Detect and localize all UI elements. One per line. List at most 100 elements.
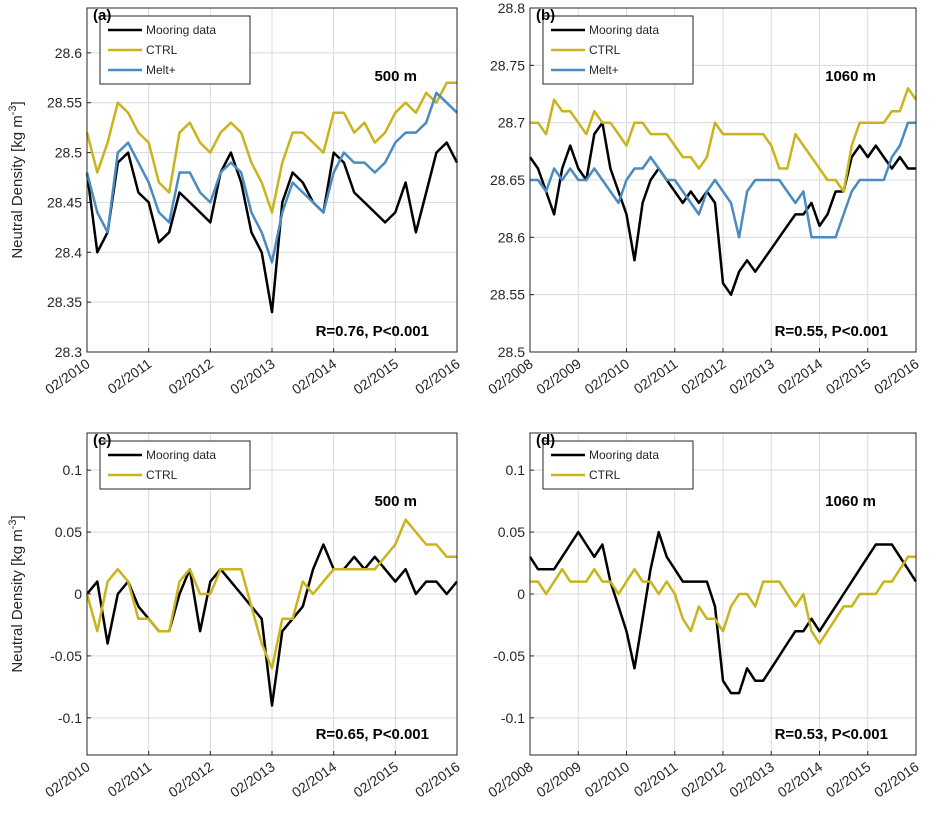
x-tick-label: 02/2016 <box>871 758 922 800</box>
x-tick-label: 02/2011 <box>631 355 681 397</box>
legend-label: Melt+ <box>589 63 619 77</box>
data-line <box>528 530 918 695</box>
y-tick-label: 0.1 <box>63 462 83 478</box>
legend-box <box>542 440 694 490</box>
x-tick-label: 02/2010 <box>582 758 633 800</box>
y-tick-label: 28.6 <box>55 45 82 61</box>
y-tick-label: 28.45 <box>47 194 82 210</box>
depth-annotation: 1060 m <box>825 493 876 510</box>
x-tick-label: 02/2010 <box>42 355 93 397</box>
x-tick-label: 02/2012 <box>165 758 216 800</box>
data-line <box>530 555 916 645</box>
y-tick-label: 28.75 <box>490 57 525 73</box>
legend-label: CTRL <box>146 43 178 57</box>
stats-annotation: R=0.65, P<0.001 <box>316 726 429 743</box>
y-tick-label: -0.05 <box>493 648 525 664</box>
x-tick-label: 02/2015 <box>823 355 874 397</box>
data-line <box>85 91 458 264</box>
depth-annotation: 1060 m <box>825 68 876 85</box>
x-tick-label: 02/2009 <box>533 758 584 800</box>
axes-frame <box>86 432 458 756</box>
data-line <box>85 518 457 670</box>
y-axis-label-superscript: -3 <box>7 106 19 116</box>
stats-annotation: R=0.76, P<0.001 <box>316 323 429 340</box>
x-tick-label: 02/2013 <box>227 758 278 800</box>
y-axis-label-close: ] <box>9 515 26 519</box>
y-tick-label: 28.8 <box>498 0 525 16</box>
x-tick-label: 02/2016 <box>871 355 922 397</box>
legend-box <box>99 440 251 490</box>
x-tick-label: 02/2016 <box>412 355 463 397</box>
y-axis-label-superscript: -3 <box>7 520 19 530</box>
x-tick-label: 02/2013 <box>227 355 278 397</box>
x-tick-label: 02/2010 <box>582 355 633 397</box>
y-tick-label: 0.05 <box>55 524 82 540</box>
y-axis-label-text: Neutral Density [kg m <box>9 115 26 258</box>
y-tick-label: 28.5 <box>498 344 525 360</box>
y-tick-label: 0 <box>74 586 82 602</box>
x-tick-label: 02/2008 <box>485 758 536 800</box>
y-tick-label: 28.55 <box>47 95 82 111</box>
x-tick-label: 02/2014 <box>289 355 340 397</box>
x-tick-label: 02/2013 <box>726 355 777 397</box>
x-tick-label: 02/2012 <box>165 355 216 397</box>
x-tick-label: 02/2011 <box>631 758 681 800</box>
y-tick-label: 0.05 <box>498 524 525 540</box>
y-tick-label: 0 <box>517 586 525 602</box>
y-tick-label: 28.35 <box>47 294 82 310</box>
x-tick-label: 02/2011 <box>105 355 155 397</box>
y-tick-label: 28.4 <box>55 244 82 260</box>
y-tick-label: 0.1 <box>506 462 526 478</box>
legend-label: CTRL <box>589 468 621 482</box>
legend-label: Melt+ <box>146 63 176 77</box>
y-tick-label: 28.5 <box>55 145 82 161</box>
x-tick-label: 02/2009 <box>533 355 584 397</box>
depth-annotation: 500 m <box>374 68 417 85</box>
legend-label: Mooring data <box>146 23 216 37</box>
y-tick-label: 28.55 <box>490 287 525 303</box>
panel-label: (b) <box>536 7 555 24</box>
x-tick-label: 02/2016 <box>412 758 463 800</box>
x-tick-label: 02/2014 <box>775 355 826 397</box>
y-tick-label: 28.6 <box>498 229 525 245</box>
panel-label: (a) <box>93 7 111 24</box>
x-tick-label: 02/2012 <box>678 355 729 397</box>
x-tick-label: 02/2008 <box>485 355 536 397</box>
stats-annotation: R=0.53, P<0.001 <box>775 726 888 743</box>
data-line <box>85 141 459 314</box>
x-tick-label: 02/2014 <box>775 758 826 800</box>
y-axis-label-close: ] <box>9 101 26 105</box>
legend-label: Mooring data <box>589 23 659 37</box>
legend-label: CTRL <box>589 43 621 57</box>
x-tick-label: 02/2014 <box>289 758 340 800</box>
y-axis-label-text: Neutral Density [kg m <box>9 529 26 672</box>
y-axis-label: Neutral Density [kg m-3] <box>7 101 26 258</box>
legend-label: CTRL <box>146 468 178 482</box>
data-line <box>530 87 918 193</box>
y-axis-label: Neutral Density [kg m-3] <box>7 515 26 672</box>
y-tick-label: 28.65 <box>490 172 525 188</box>
data-line <box>528 121 916 296</box>
y-tick-label: 28.3 <box>55 344 82 360</box>
data-line <box>85 81 457 214</box>
y-tick-label: 28.7 <box>498 115 525 131</box>
axes-frame <box>529 432 917 756</box>
x-tick-label: 02/2011 <box>105 758 155 800</box>
panel-label: (d) <box>536 432 555 449</box>
y-tick-label: -0.05 <box>50 648 82 664</box>
legend-label: Mooring data <box>589 448 659 462</box>
data-line <box>530 121 916 239</box>
depth-annotation: 500 m <box>374 493 417 510</box>
y-tick-label: -0.1 <box>58 710 82 726</box>
x-tick-label: 02/2015 <box>350 355 401 397</box>
axes-frame <box>86 7 458 353</box>
stats-annotation: R=0.55, P<0.001 <box>775 323 888 340</box>
x-tick-label: 02/2013 <box>726 758 777 800</box>
x-tick-label: 02/2012 <box>678 758 729 800</box>
y-tick-label: -0.1 <box>501 710 525 726</box>
x-tick-label: 02/2010 <box>42 758 93 800</box>
x-tick-label: 02/2015 <box>350 758 401 800</box>
x-tick-label: 02/2015 <box>823 758 874 800</box>
